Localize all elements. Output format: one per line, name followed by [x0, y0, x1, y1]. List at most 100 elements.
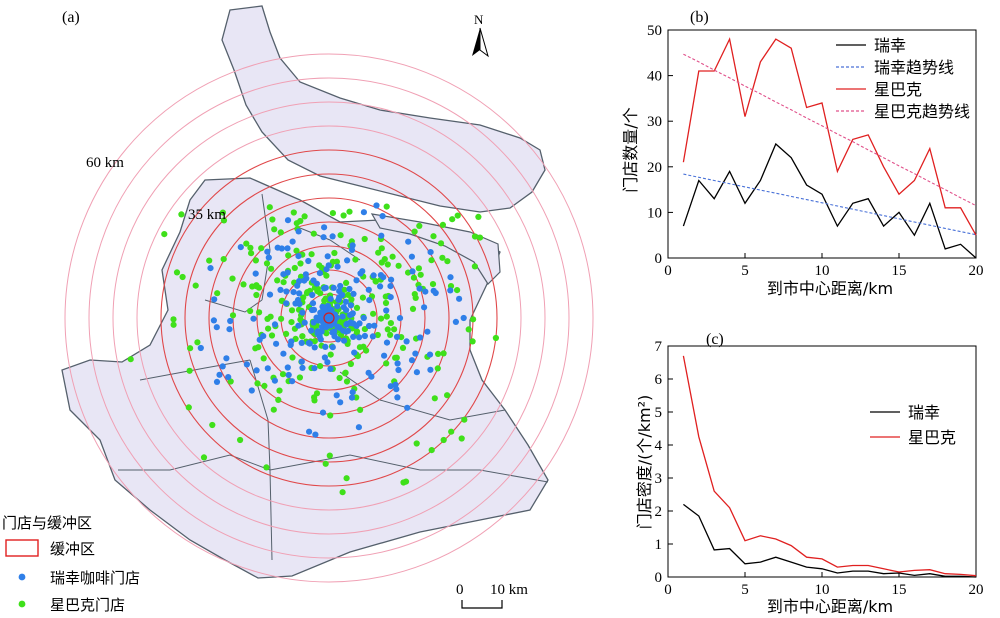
store-point — [345, 291, 352, 298]
store-point — [456, 295, 463, 302]
store-point — [471, 263, 478, 270]
store-point — [322, 343, 329, 350]
store-point — [439, 254, 446, 261]
store-point — [381, 352, 388, 359]
series-line-0 — [682, 142, 977, 259]
store-point — [266, 291, 274, 298]
store-point — [296, 278, 303, 285]
store-point — [355, 424, 362, 431]
store-point — [311, 365, 318, 372]
store-point — [253, 367, 260, 374]
store-point — [197, 344, 204, 352]
store-point — [387, 294, 394, 301]
store-point — [378, 245, 385, 252]
store-point — [261, 382, 268, 389]
store-point — [492, 334, 499, 342]
store-point — [295, 253, 302, 260]
store-point — [185, 404, 192, 411]
store-point — [294, 282, 301, 289]
chart-b-ylabel: 门店数量/个 — [621, 107, 640, 192]
store-point — [346, 285, 353, 293]
store-point — [329, 344, 336, 351]
store-point — [342, 328, 350, 335]
store-point — [237, 244, 244, 251]
store-point — [439, 221, 446, 228]
ring-label-60km: 60 km — [86, 155, 124, 171]
store-point — [322, 460, 329, 467]
store-point — [465, 326, 472, 333]
store-point — [253, 291, 260, 299]
store-point — [413, 369, 420, 376]
store-point — [280, 350, 287, 357]
store-point — [324, 359, 331, 366]
scale-bar: 0 10 km — [456, 582, 528, 609]
store-point — [470, 316, 477, 323]
buffer-ring — [160, 149, 498, 487]
store-point — [321, 354, 328, 361]
legend-label-1: 星巴克 — [908, 428, 956, 447]
store-point — [452, 318, 459, 325]
store-point — [279, 371, 287, 378]
store-point — [260, 333, 267, 340]
store-point — [383, 307, 390, 314]
store-point — [220, 217, 228, 224]
store-point — [308, 306, 316, 314]
store-point — [302, 271, 309, 278]
store-point — [310, 230, 317, 237]
y-tick-label: 3 — [655, 471, 663, 487]
store-point — [370, 310, 377, 317]
store-point — [389, 253, 396, 260]
store-point — [280, 279, 287, 286]
store-point — [229, 275, 236, 282]
y-tick-label: 30 — [647, 114, 662, 130]
map-legend: 门店与缓冲区 缓冲区 瑞幸咖啡门店 星巴克门店 — [2, 514, 140, 614]
store-point — [387, 383, 394, 390]
chart-c-xlabel: 到市中心距离/km — [767, 597, 893, 616]
store-point — [214, 290, 221, 297]
store-point — [356, 344, 363, 351]
store-point — [285, 371, 292, 379]
store-point — [298, 358, 305, 365]
store-point — [428, 257, 435, 264]
store-point — [274, 277, 281, 284]
store-point — [297, 316, 304, 323]
store-point — [429, 281, 437, 288]
store-point — [226, 326, 233, 333]
legend-label-0: 瑞幸 — [874, 36, 906, 55]
chart-c-series — [682, 355, 977, 578]
store-point — [460, 314, 467, 322]
store-point — [227, 317, 234, 325]
store-point — [368, 373, 375, 380]
store-point — [213, 324, 220, 331]
store-point — [268, 265, 275, 272]
store-point — [356, 320, 363, 327]
store-point — [394, 360, 401, 367]
store-point — [447, 274, 454, 281]
store-point — [317, 363, 324, 370]
store-point — [297, 260, 304, 267]
store-point — [381, 256, 388, 263]
store-point — [434, 365, 441, 372]
store-point — [348, 394, 356, 401]
store-point — [330, 284, 337, 291]
chart-panel-c: 0 5 10 15 20 0 1 2 3 4 5 6 7 (c) 到市中心距离/km 门店密度/(个/k… — [635, 331, 984, 616]
store-point — [383, 313, 390, 320]
store-point — [303, 290, 311, 297]
store-point — [417, 271, 424, 278]
plot-frame — [667, 345, 977, 578]
store-point — [263, 464, 270, 471]
store-point — [292, 300, 299, 307]
panel-label-c: (c) — [706, 331, 724, 348]
store-point — [343, 475, 350, 482]
series-line-2 — [682, 37, 977, 236]
store-point — [290, 209, 297, 216]
y-tick-label: 6 — [655, 372, 663, 388]
store-point — [296, 290, 303, 297]
store-point — [277, 286, 284, 293]
buffer-ring — [208, 197, 450, 439]
store-point — [211, 296, 218, 303]
store-point — [207, 265, 214, 272]
store-point — [299, 309, 306, 316]
buffer-rings — [64, 53, 594, 583]
